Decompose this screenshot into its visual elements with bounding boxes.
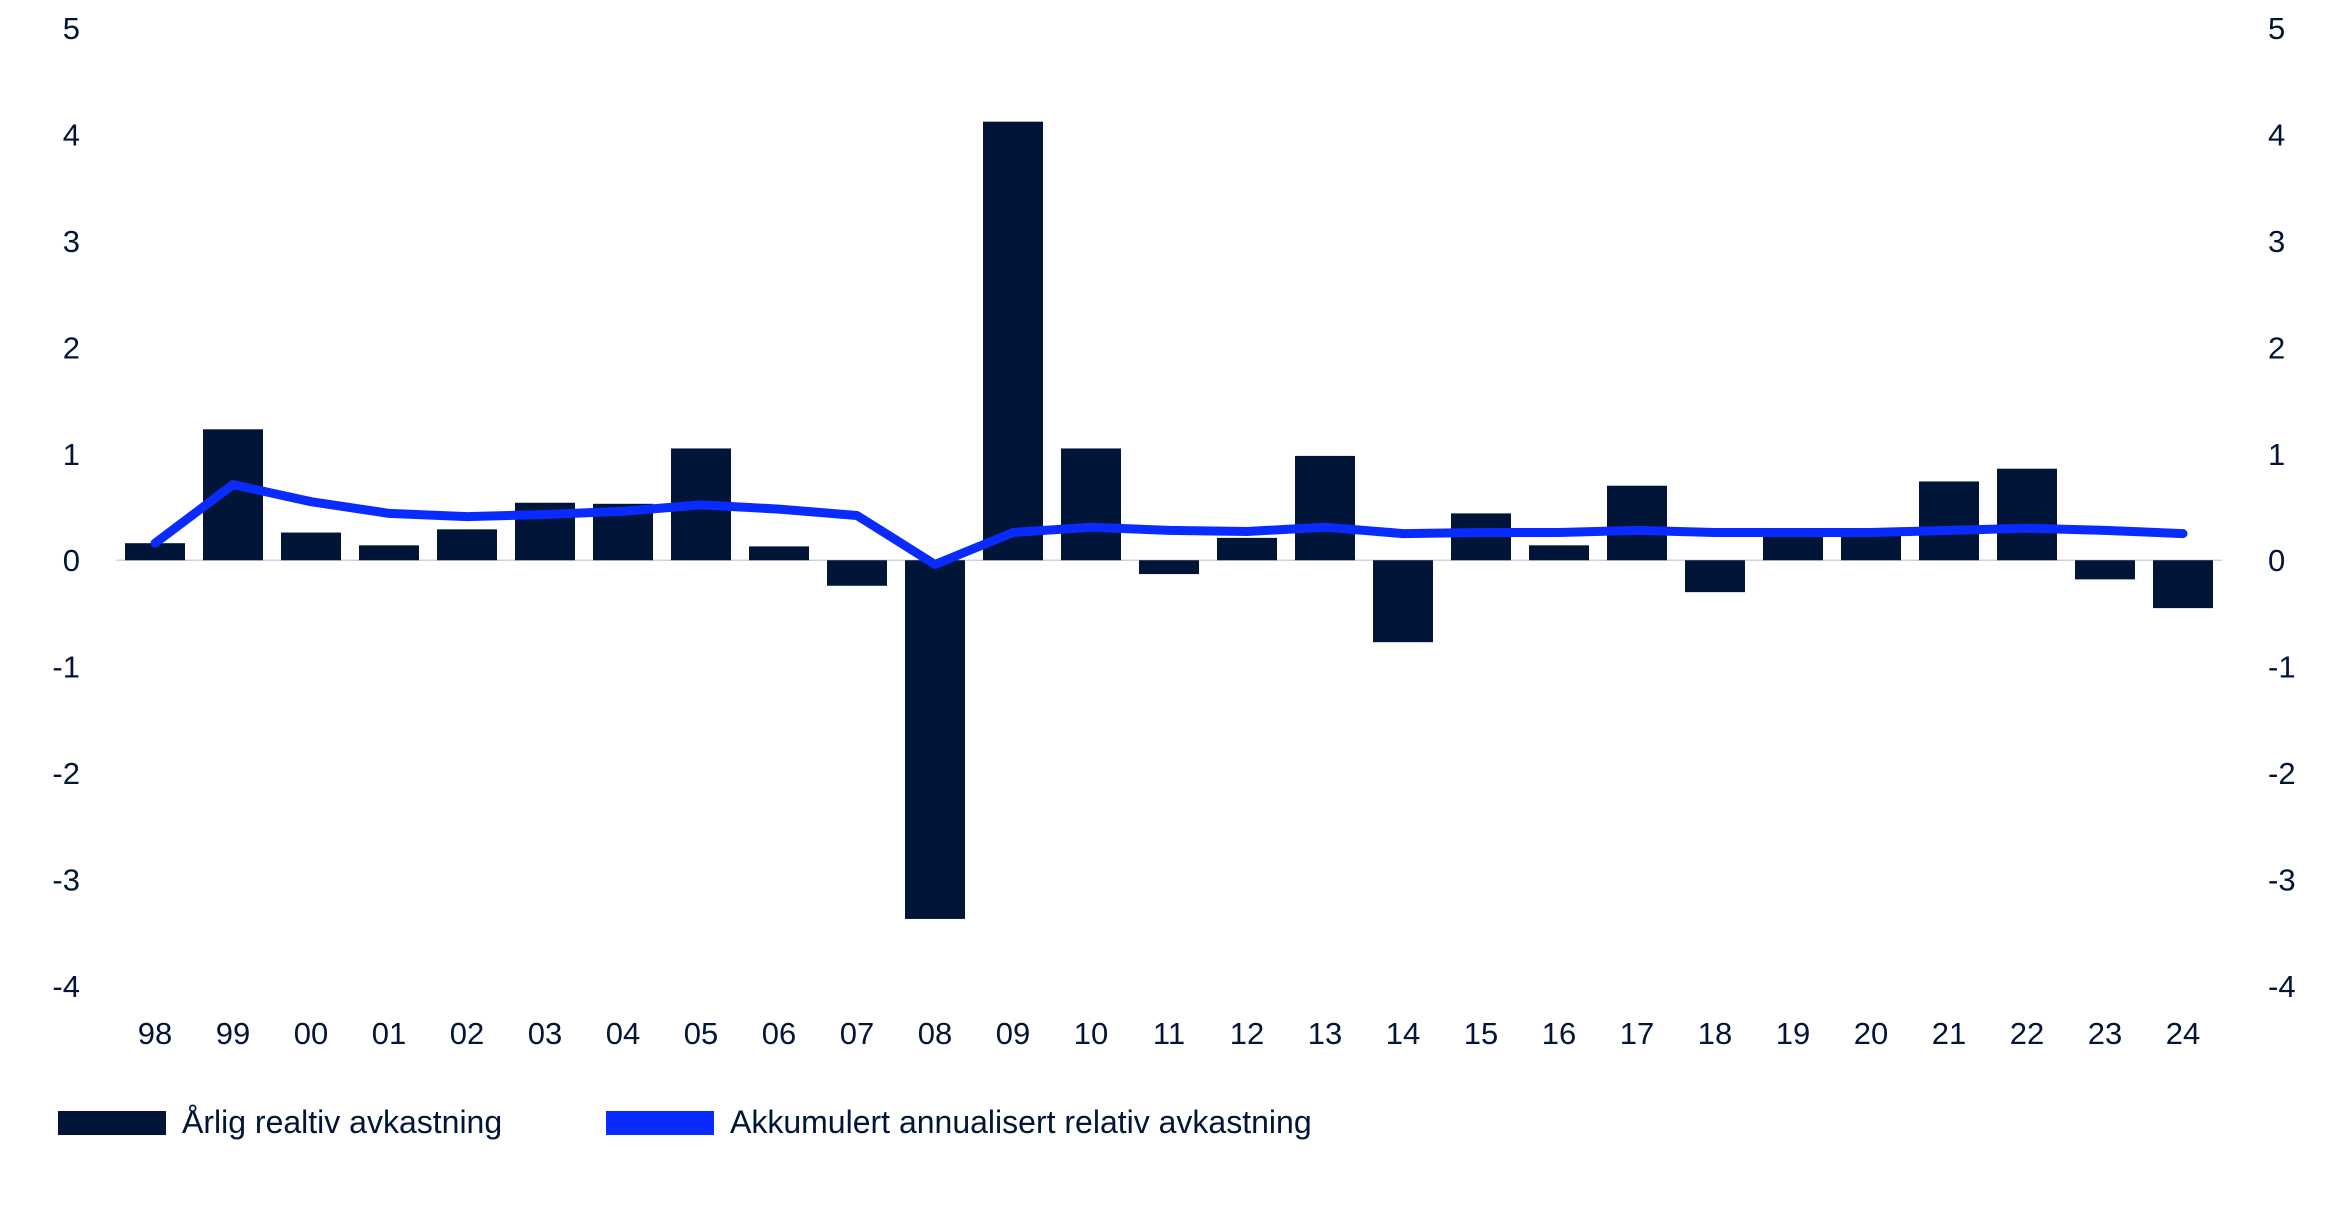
x-tick-label: 99 — [216, 1016, 250, 1051]
legend-swatch-annual — [58, 1110, 166, 1135]
legend-label-cumulative: Akkumulert annualisert relativ avkastnin… — [730, 1104, 1312, 1140]
y-tick-right: 4 — [2268, 117, 2285, 152]
x-tick-label: 23 — [2088, 1016, 2122, 1051]
bar — [1763, 532, 1823, 561]
y-tick-left: 0 — [63, 543, 80, 578]
bar — [1607, 485, 1667, 561]
y-tick-left: -3 — [52, 863, 80, 898]
bar — [1997, 468, 2057, 561]
bar — [1373, 560, 1433, 643]
x-tick-label: 07 — [840, 1016, 874, 1051]
x-tick-label: 22 — [2010, 1016, 2044, 1051]
y-tick-left: 3 — [63, 224, 80, 259]
x-tick-label: 05 — [684, 1016, 718, 1051]
bar — [1841, 532, 1901, 561]
x-tick-label: 01 — [372, 1016, 406, 1051]
x-tick-label: 12 — [1230, 1016, 1264, 1051]
x-tick-label: 15 — [1464, 1016, 1498, 1051]
bar — [1295, 455, 1355, 561]
x-tick-label: 09 — [996, 1016, 1030, 1051]
bar — [437, 529, 497, 561]
x-tick-label: 19 — [1776, 1016, 1810, 1051]
cumulative-line — [150, 480, 2188, 569]
legend-label-annual: Årlig realtiv avkastning — [182, 1104, 503, 1140]
x-tick-label: 10 — [1074, 1016, 1108, 1051]
y-tick-right: 0 — [2268, 543, 2285, 578]
y-tick-right: -3 — [2268, 863, 2296, 898]
y-tick-left: 4 — [63, 117, 80, 152]
y-tick-left: -2 — [52, 756, 80, 791]
x-tick-label: 98 — [138, 1016, 172, 1051]
x-tick-label: 21 — [1932, 1016, 1966, 1051]
bar — [1217, 537, 1277, 561]
bar — [1139, 560, 1199, 575]
bar — [827, 560, 887, 586]
legend-swatch-cumulative — [606, 1110, 714, 1135]
bar — [1919, 481, 1979, 561]
bar — [2153, 560, 2213, 609]
bar — [125, 543, 185, 561]
x-tick-label: 17 — [1620, 1016, 1654, 1051]
y-tick-right: 3 — [2268, 224, 2285, 259]
x-tick-label: 11 — [1153, 1016, 1185, 1051]
y-tick-left: -1 — [52, 650, 80, 685]
y-tick-right: 1 — [2268, 437, 2285, 472]
x-tick-label: 08 — [918, 1016, 952, 1051]
bar — [1529, 545, 1589, 561]
x-tick-label: 16 — [1542, 1016, 1576, 1051]
x-tick-label: 06 — [762, 1016, 796, 1051]
x-tick-label: 03 — [528, 1016, 562, 1051]
y-tick-left: 1 — [63, 437, 80, 472]
y-tick-right: -2 — [2268, 756, 2296, 791]
bar — [905, 560, 965, 919]
x-tick-label: 18 — [1698, 1016, 1732, 1051]
bar — [281, 532, 341, 561]
legend-item-cumulative: Akkumulert annualisert relativ avkastnin… — [606, 1104, 1312, 1141]
legend-item-annual: Årlig realtiv avkastning — [58, 1104, 502, 1141]
y-tick-right: 5 — [2268, 11, 2285, 46]
bar — [1061, 448, 1121, 561]
x-tick-label: 24 — [2166, 1016, 2200, 1051]
x-tick-label: 14 — [1386, 1016, 1420, 1051]
bar — [983, 121, 1043, 561]
y-tick-left: 2 — [63, 330, 80, 365]
x-tick-label: 02 — [450, 1016, 484, 1051]
x-tick-label: 00 — [294, 1016, 328, 1051]
x-tick-label: 13 — [1308, 1016, 1342, 1051]
y-tick-left: 5 — [63, 11, 80, 46]
bar — [359, 545, 419, 561]
bar — [1685, 560, 1745, 593]
y-tick-right: -4 — [2268, 969, 2296, 1004]
bar — [749, 546, 809, 561]
x-tick-label: 20 — [1854, 1016, 1888, 1051]
y-tick-left: -4 — [52, 969, 80, 1004]
bar — [2075, 560, 2135, 580]
x-tick-label: 04 — [606, 1016, 640, 1051]
y-tick-right: -1 — [2268, 650, 2296, 685]
y-tick-right: 2 — [2268, 330, 2285, 365]
